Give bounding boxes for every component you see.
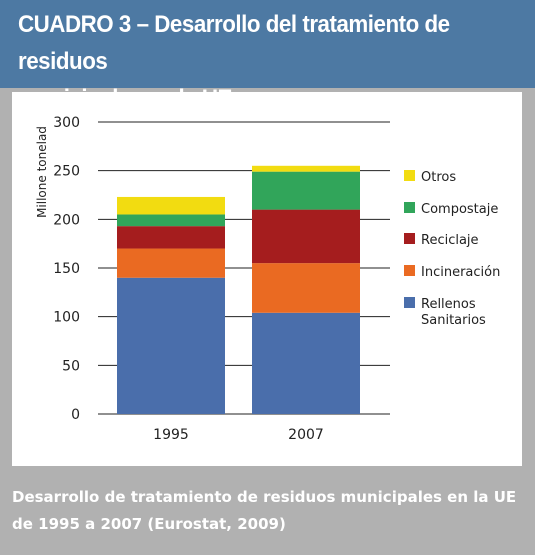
figure-caption: Desarrollo de tratamiento de residuos mu… xyxy=(12,484,527,538)
bar-segment-1995-0 xyxy=(117,277,225,414)
legend-swatch-4 xyxy=(404,297,415,308)
y-tick-label-250: 250 xyxy=(53,164,80,180)
stacked-bar-chart: 0 50 100 150 200 250 300 Millone tonelad 1995 200… xyxy=(35,115,500,443)
legend-swatch-1 xyxy=(404,202,415,213)
legend-label-1-0: Compostaje xyxy=(421,202,498,217)
y-tick-label-100: 100 xyxy=(53,310,80,326)
legend-label-0-0: Otros xyxy=(421,170,456,185)
y-tick-label-50: 50 xyxy=(62,358,80,374)
bar-segment-1995-2 xyxy=(117,226,225,249)
legend-swatch-0 xyxy=(404,170,415,181)
y-tick-label-150: 150 xyxy=(53,261,80,277)
legend-label-3-0: Incineración xyxy=(421,265,500,280)
y-tick-label-300: 300 xyxy=(53,115,80,131)
header-bar: CUADRO 3 – Desarrollo del tratamiento de… xyxy=(0,0,535,112)
title-line-1: CUADRO 3 – Desarrollo del tratamiento de… xyxy=(18,11,450,75)
x-tick-label-2007: 2007 xyxy=(288,427,324,443)
legend-swatch-2 xyxy=(404,233,415,244)
legend-label-4-1: Sanitarios xyxy=(421,313,486,328)
bar-segment-1995-4 xyxy=(117,196,225,215)
bar-segment-2007-4 xyxy=(252,165,360,172)
bar-segment-1995-3 xyxy=(117,214,225,227)
x-tick-label-1995: 1995 xyxy=(153,427,189,443)
bar-segment-1995-1 xyxy=(117,248,225,278)
caption-line-2: de 1995 a 2007 (Eurostat, 2009) xyxy=(12,515,286,533)
bar-segment-2007-1 xyxy=(252,263,360,313)
chart-panel: 0 50 100 150 200 250 300 Millone tonelad 1995 200… xyxy=(12,92,522,466)
y-tick-label-200: 200 xyxy=(53,212,80,228)
bar-segment-2007-2 xyxy=(252,209,360,264)
bar-segment-2007-0 xyxy=(252,312,360,414)
y-tick-label-0: 0 xyxy=(71,407,80,423)
bar-segment-2007-3 xyxy=(252,171,360,210)
legend-label-2-0: Reciclaje xyxy=(421,233,479,248)
caption-line-1: Desarrollo de tratamiento de residuos mu… xyxy=(12,488,517,506)
y-axis-label: Millone tonelad xyxy=(35,126,49,218)
legend-swatch-3 xyxy=(404,265,415,276)
legend-label-4-0: Rellenos xyxy=(421,297,476,312)
